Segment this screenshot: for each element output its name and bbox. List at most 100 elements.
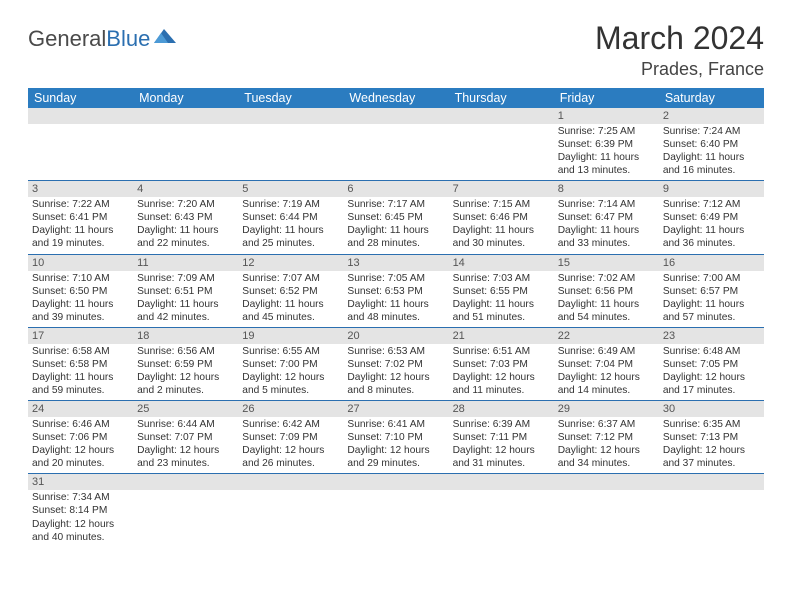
calendar-table: Sunday Monday Tuesday Wednesday Thursday… <box>28 88 764 547</box>
cell-content: Sunrise: 7:12 AMSunset: 6:49 PMDaylight:… <box>659 197 764 253</box>
day-number <box>343 474 448 490</box>
sunset-text: Sunset: 6:56 PM <box>558 285 655 298</box>
sunrise-text: Sunrise: 7:03 AM <box>453 272 550 285</box>
day-number: 10 <box>28 255 133 271</box>
day-number: 13 <box>343 255 448 271</box>
daylight-text: Daylight: 11 hours and 30 minutes. <box>453 224 550 250</box>
sunset-text: Sunset: 6:39 PM <box>558 138 655 151</box>
sunset-text: Sunset: 7:02 PM <box>347 358 444 371</box>
sunrise-text: Sunrise: 6:56 AM <box>137 345 234 358</box>
daylight-text: Daylight: 11 hours and 39 minutes. <box>32 298 129 324</box>
calendar-cell <box>343 108 448 181</box>
calendar-cell: 23Sunrise: 6:48 AMSunset: 7:05 PMDayligh… <box>659 327 764 400</box>
dayhead-tue: Tuesday <box>238 88 343 108</box>
sunrise-text: Sunrise: 6:37 AM <box>558 418 655 431</box>
sunrise-text: Sunrise: 7:25 AM <box>558 125 655 138</box>
daylight-text: Daylight: 11 hours and 36 minutes. <box>663 224 760 250</box>
sunrise-text: Sunrise: 7:09 AM <box>137 272 234 285</box>
day-number: 14 <box>449 255 554 271</box>
calendar-cell <box>133 108 238 181</box>
calendar-cell: 18Sunrise: 6:56 AMSunset: 6:59 PMDayligh… <box>133 327 238 400</box>
calendar-cell: 31Sunrise: 7:34 AMSunset: 8:14 PMDayligh… <box>28 474 133 547</box>
sunrise-text: Sunrise: 6:48 AM <box>663 345 760 358</box>
sunset-text: Sunset: 6:49 PM <box>663 211 760 224</box>
sunset-text: Sunset: 6:53 PM <box>347 285 444 298</box>
calendar-cell: 14Sunrise: 7:03 AMSunset: 6:55 PMDayligh… <box>449 254 554 327</box>
day-number: 19 <box>238 328 343 344</box>
cell-content: Sunrise: 7:03 AMSunset: 6:55 PMDaylight:… <box>449 271 554 327</box>
calendar-cell: 26Sunrise: 6:42 AMSunset: 7:09 PMDayligh… <box>238 401 343 474</box>
calendar-cell: 15Sunrise: 7:02 AMSunset: 6:56 PMDayligh… <box>554 254 659 327</box>
calendar-cell <box>449 474 554 547</box>
cell-content: Sunrise: 6:49 AMSunset: 7:04 PMDaylight:… <box>554 344 659 400</box>
calendar-cell: 11Sunrise: 7:09 AMSunset: 6:51 PMDayligh… <box>133 254 238 327</box>
calendar-cell: 16Sunrise: 7:00 AMSunset: 6:57 PMDayligh… <box>659 254 764 327</box>
sunrise-text: Sunrise: 7:14 AM <box>558 198 655 211</box>
day-number <box>449 474 554 490</box>
dayhead-thu: Thursday <box>449 88 554 108</box>
day-number <box>449 108 554 124</box>
calendar-cell <box>28 108 133 181</box>
calendar-cell: 9Sunrise: 7:12 AMSunset: 6:49 PMDaylight… <box>659 181 764 254</box>
daylight-text: Daylight: 12 hours and 17 minutes. <box>663 371 760 397</box>
daylight-text: Daylight: 11 hours and 51 minutes. <box>453 298 550 324</box>
sunset-text: Sunset: 6:40 PM <box>663 138 760 151</box>
calendar-cell: 25Sunrise: 6:44 AMSunset: 7:07 PMDayligh… <box>133 401 238 474</box>
dayhead-wed: Wednesday <box>343 88 448 108</box>
day-number: 31 <box>28 474 133 490</box>
sunset-text: Sunset: 7:00 PM <box>242 358 339 371</box>
cell-content: Sunrise: 6:42 AMSunset: 7:09 PMDaylight:… <box>238 417 343 473</box>
day-number <box>28 108 133 124</box>
day-number <box>238 108 343 124</box>
daylight-text: Daylight: 11 hours and 22 minutes. <box>137 224 234 250</box>
sunrise-text: Sunrise: 7:05 AM <box>347 272 444 285</box>
daylight-text: Daylight: 11 hours and 33 minutes. <box>558 224 655 250</box>
daylight-text: Daylight: 11 hours and 59 minutes. <box>32 371 129 397</box>
logo-flag-icon <box>154 27 176 48</box>
cell-content: Sunrise: 7:25 AMSunset: 6:39 PMDaylight:… <box>554 124 659 180</box>
logo-general: General <box>28 26 106 51</box>
sunrise-text: Sunrise: 6:41 AM <box>347 418 444 431</box>
calendar-cell <box>449 108 554 181</box>
logo: GeneralBlue <box>28 26 176 52</box>
sunset-text: Sunset: 7:12 PM <box>558 431 655 444</box>
sunset-text: Sunset: 7:06 PM <box>32 431 129 444</box>
sunset-text: Sunset: 7:11 PM <box>453 431 550 444</box>
day-number: 16 <box>659 255 764 271</box>
sunrise-text: Sunrise: 6:49 AM <box>558 345 655 358</box>
sunrise-text: Sunrise: 6:35 AM <box>663 418 760 431</box>
daylight-text: Daylight: 11 hours and 16 minutes. <box>663 151 760 177</box>
calendar-week-row: 10Sunrise: 7:10 AMSunset: 6:50 PMDayligh… <box>28 254 764 327</box>
day-number: 25 <box>133 401 238 417</box>
day-number: 29 <box>554 401 659 417</box>
daylight-text: Daylight: 12 hours and 26 minutes. <box>242 444 339 470</box>
daylight-text: Daylight: 11 hours and 48 minutes. <box>347 298 444 324</box>
calendar-cell: 17Sunrise: 6:58 AMSunset: 6:58 PMDayligh… <box>28 327 133 400</box>
cell-content: Sunrise: 6:58 AMSunset: 6:58 PMDaylight:… <box>28 344 133 400</box>
sunrise-text: Sunrise: 7:07 AM <box>242 272 339 285</box>
calendar-cell: 21Sunrise: 6:51 AMSunset: 7:03 PMDayligh… <box>449 327 554 400</box>
daylight-text: Daylight: 11 hours and 19 minutes. <box>32 224 129 250</box>
calendar-cell: 2Sunrise: 7:24 AMSunset: 6:40 PMDaylight… <box>659 108 764 181</box>
sunset-text: Sunset: 7:04 PM <box>558 358 655 371</box>
calendar-cell: 27Sunrise: 6:41 AMSunset: 7:10 PMDayligh… <box>343 401 448 474</box>
cell-content: Sunrise: 7:20 AMSunset: 6:43 PMDaylight:… <box>133 197 238 253</box>
cell-content: Sunrise: 6:53 AMSunset: 7:02 PMDaylight:… <box>343 344 448 400</box>
daylight-text: Daylight: 12 hours and 14 minutes. <box>558 371 655 397</box>
calendar-cell: 28Sunrise: 6:39 AMSunset: 7:11 PMDayligh… <box>449 401 554 474</box>
calendar-cell: 10Sunrise: 7:10 AMSunset: 6:50 PMDayligh… <box>28 254 133 327</box>
sunset-text: Sunset: 6:44 PM <box>242 211 339 224</box>
day-number: 2 <box>659 108 764 124</box>
title-block: March 2024 Prades, France <box>595 20 764 80</box>
sunset-text: Sunset: 6:57 PM <box>663 285 760 298</box>
day-number: 22 <box>554 328 659 344</box>
day-number: 4 <box>133 181 238 197</box>
sunset-text: Sunset: 6:47 PM <box>558 211 655 224</box>
daylight-text: Daylight: 11 hours and 54 minutes. <box>558 298 655 324</box>
calendar-week-row: 31Sunrise: 7:34 AMSunset: 8:14 PMDayligh… <box>28 474 764 547</box>
sunset-text: Sunset: 7:10 PM <box>347 431 444 444</box>
day-number: 12 <box>238 255 343 271</box>
sunset-text: Sunset: 6:50 PM <box>32 285 129 298</box>
calendar-cell <box>238 108 343 181</box>
calendar-cell: 5Sunrise: 7:19 AMSunset: 6:44 PMDaylight… <box>238 181 343 254</box>
